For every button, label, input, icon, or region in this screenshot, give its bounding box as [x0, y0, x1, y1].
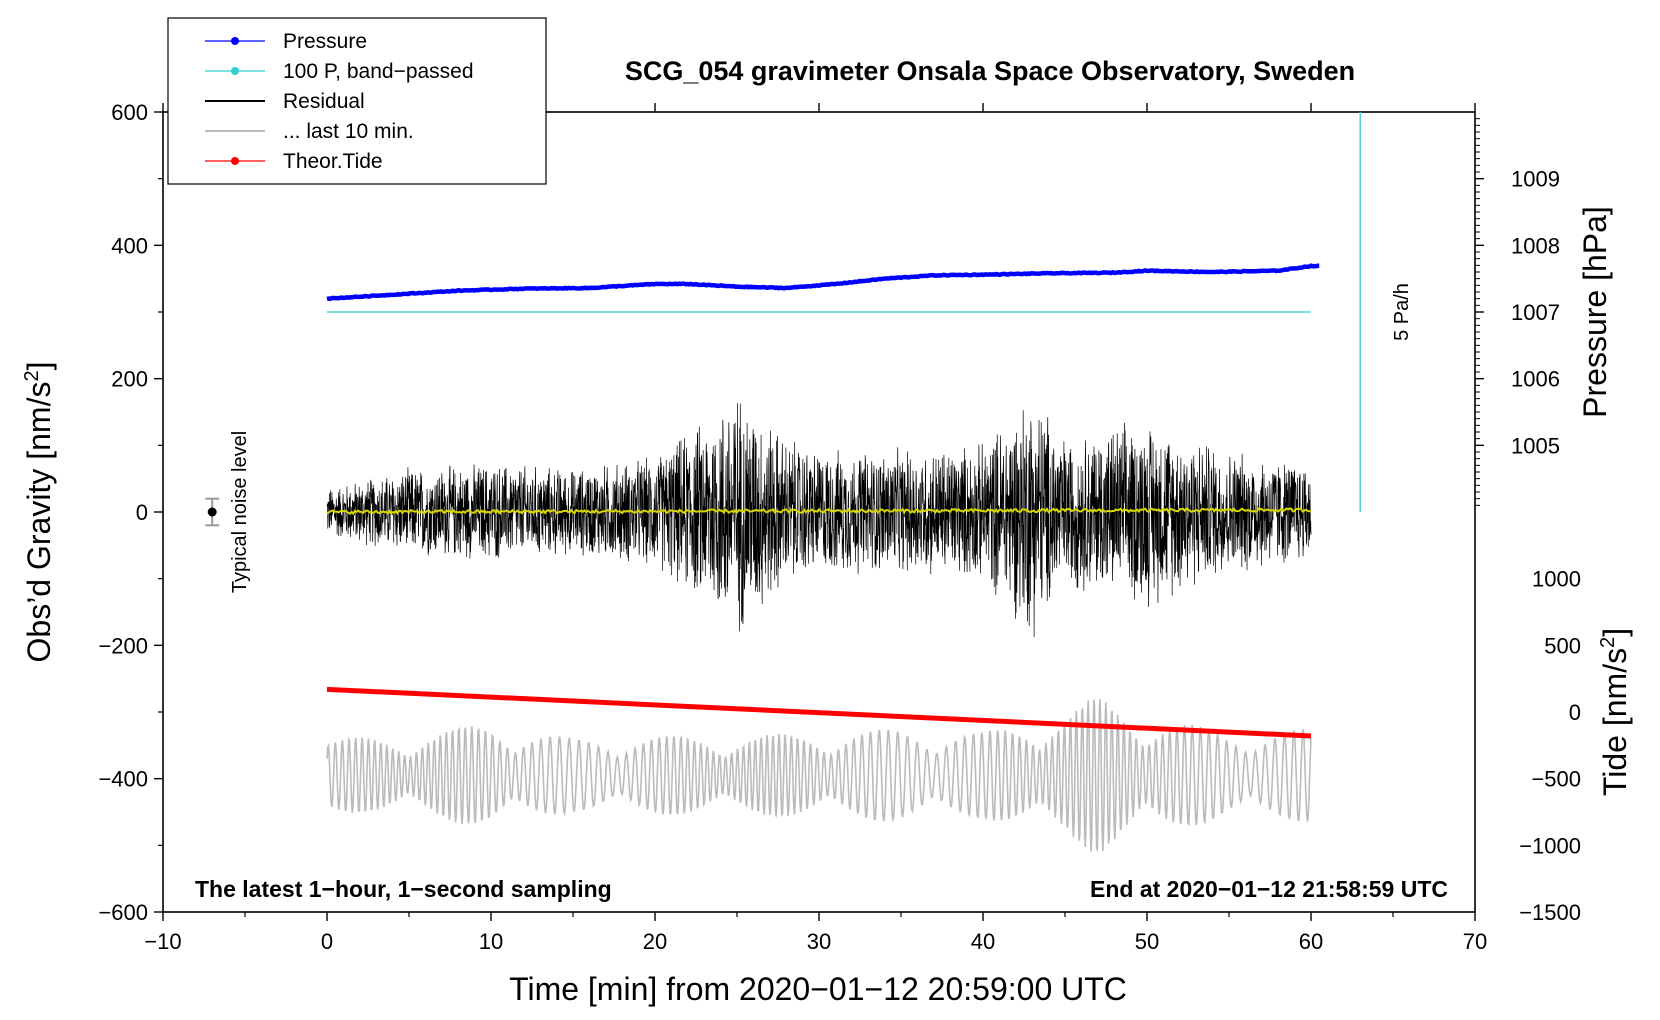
tide-tick-label: −1500 [1519, 900, 1581, 925]
legend-entry: Pressure [205, 30, 367, 53]
x-tick-label: 40 [971, 929, 995, 954]
left-tick-label: −600 [98, 900, 148, 925]
legend-label: Residual [283, 90, 365, 113]
left-tick-label: 600 [111, 100, 148, 125]
legend: Pressure 100 P, band−passed Residual ... la… [167, 17, 547, 185]
pressure-tick-label: 1005 [1511, 433, 1560, 458]
end-time-note: End at 2020−01−12 21:58:59 UTC [1090, 876, 1448, 902]
pressure-tick-label: 1008 [1511, 233, 1560, 258]
pressure-rate-label: 5 Pa/h [1391, 283, 1413, 341]
x-tick-label: 10 [479, 929, 503, 954]
tide-axis-title-suffix: ] [1597, 628, 1633, 637]
legend-items: Pressure 100 P, band−passed Residual ... la… [205, 30, 474, 173]
noise-point [207, 507, 217, 517]
axes-layer: −10 0 10 20 30 40 50 60 70 600 400 200 0 −200 −400 −600… [98, 100, 1581, 954]
pressure-tick-label: 1007 [1511, 300, 1560, 325]
legend-swatch-marker [231, 157, 239, 165]
last-10-min-line [326, 699, 1312, 853]
left-axis-title: Obs’d Gravity [nm/s2] [21, 362, 57, 663]
legend-label: 100 P, band−passed [283, 60, 474, 83]
x-tick-label: 50 [1135, 929, 1159, 954]
x-tick-label: 30 [807, 929, 831, 954]
noise-marker [205, 497, 220, 527]
legend-entry: 100 P, band−passed [205, 60, 474, 83]
left-tick-label: −400 [98, 767, 148, 792]
legend-label: Pressure [283, 30, 367, 53]
tide-line [326, 686, 1312, 739]
residual-line [326, 403, 1312, 637]
legend-entry: Residual [205, 90, 365, 113]
tide-tick-label: 500 [1544, 633, 1581, 658]
legend-entry: Theor.Tide [205, 150, 383, 173]
left-tick-label: 400 [111, 233, 148, 258]
x-tick-label: 20 [643, 929, 667, 954]
pressure-axis-title: Pressure [hPa] [1577, 206, 1613, 418]
tide-axis-title-sup: 2 [1597, 637, 1619, 648]
left-axis-title-prefix: Obs’d Gravity [nm/s [21, 382, 57, 663]
x-tick-label: −10 [144, 929, 181, 954]
x-tick-label: 70 [1463, 929, 1487, 954]
left-tick-label: 200 [111, 367, 148, 392]
x-axis-title: Time [min] from 2020−01−12 20:59:00 UTC [509, 971, 1127, 1007]
tide-tick-label: 0 [1569, 700, 1581, 725]
legend-swatch-marker [231, 37, 239, 45]
series-layer [205, 112, 1361, 853]
tide-axis-title-prefix: Tide [nm/s [1597, 648, 1633, 796]
pressure-line [326, 263, 1320, 302]
left-axis-title-sup: 2 [21, 370, 43, 381]
x-tick-label: 60 [1299, 929, 1323, 954]
left-axis-title-suffix: ] [21, 362, 57, 371]
legend-label: Theor.Tide [283, 150, 383, 173]
tide-tick-label: −1000 [1519, 833, 1581, 858]
sampling-note: The latest 1−hour, 1−second sampling [195, 876, 612, 902]
left-tick-label: −200 [98, 633, 148, 658]
legend-label: ... last 10 min. [283, 120, 414, 143]
tide-tick-label: −500 [1531, 767, 1581, 792]
x-tick-label: 0 [321, 929, 333, 954]
legend-swatch-marker [231, 67, 239, 75]
chart-title: SCG_054 gravimeter Onsala Space Observat… [625, 56, 1355, 86]
noise-level-label: Typical noise level [229, 431, 251, 593]
pressure-tick-label: 1009 [1511, 167, 1560, 192]
tide-axis-title: Tide [nm/s2] [1597, 628, 1633, 796]
residual-smoothed-line [326, 507, 1312, 516]
residual-series [326, 403, 1312, 637]
legend-entry: ... last 10 min. [205, 120, 414, 143]
left-tick-label: 0 [136, 500, 148, 525]
legend-box [167, 17, 547, 185]
tide-series [326, 686, 1312, 739]
tide-tick-label: 1000 [1532, 567, 1581, 592]
pressure-tick-label: 1006 [1511, 367, 1560, 392]
